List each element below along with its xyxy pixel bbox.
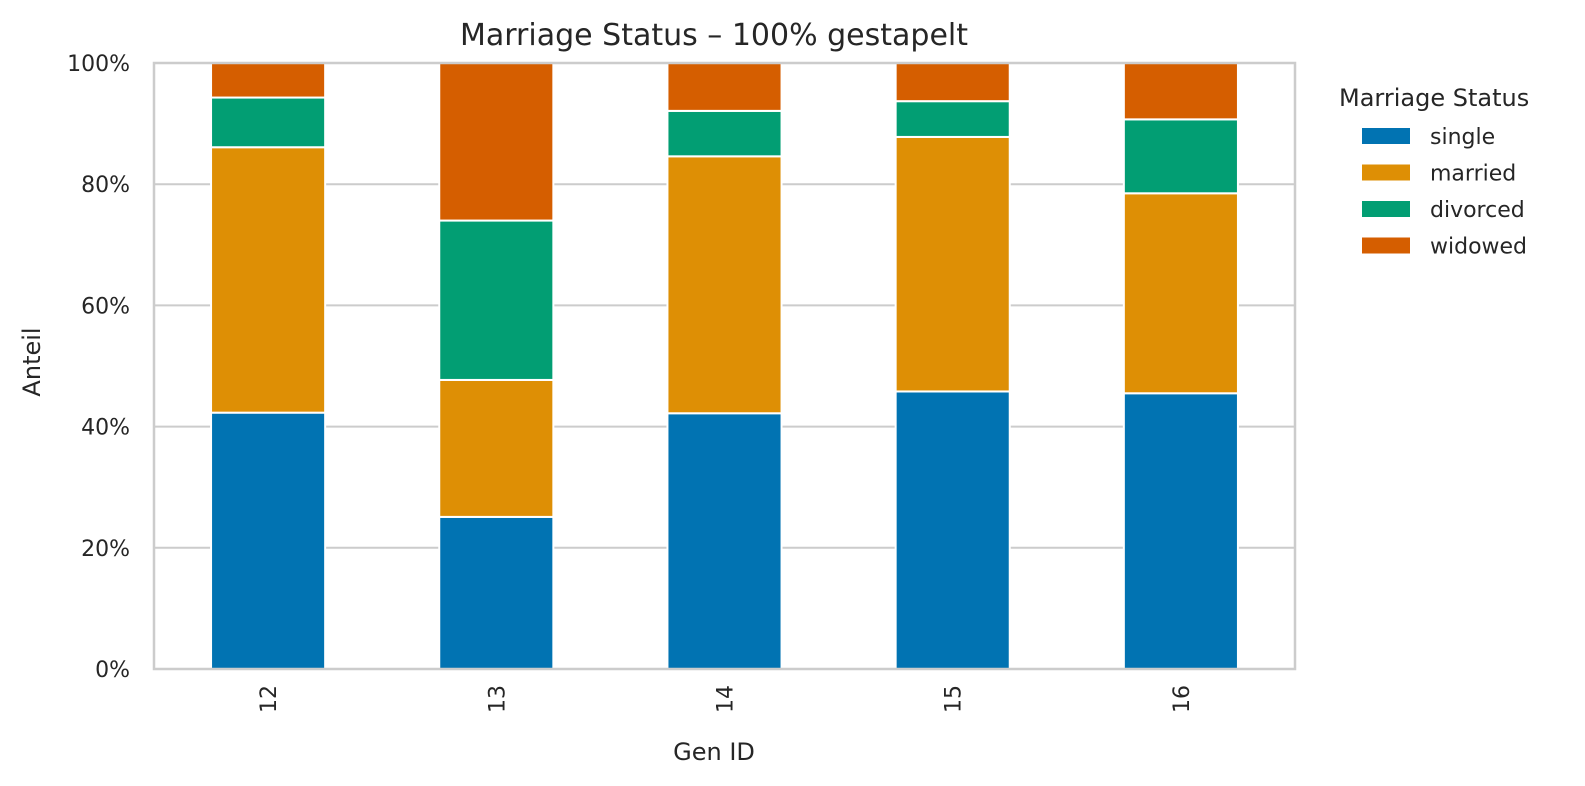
bar-single-15 [894, 390, 1011, 670]
bar-married-12 [210, 146, 327, 414]
legend-label-married: married [1430, 162, 1516, 187]
legend: Marriage Status single married divorced wid… [1339, 84, 1529, 260]
y-tick-label: 0% [95, 658, 130, 683]
bar-single-12 [210, 411, 327, 670]
legend-swatch-single [1362, 128, 1410, 144]
bar-married-13 [438, 378, 555, 518]
y-tick-label: 20% [81, 537, 130, 562]
bar-married-14 [666, 155, 783, 415]
bar-widowed-13 [438, 62, 555, 222]
y-tick-label: 100% [67, 52, 130, 77]
bar-widowed-15 [894, 62, 1011, 103]
bar-divorced-15 [894, 100, 1011, 138]
bar-married-16 [1122, 192, 1239, 395]
legend-swatch-widowed [1362, 237, 1410, 254]
y-tick-label: 40% [81, 416, 130, 441]
bar-divorced-12 [210, 96, 327, 149]
bar-widowed-14 [666, 62, 783, 112]
x-tick-label: 12 [257, 685, 282, 713]
bar-divorced-13 [438, 219, 555, 381]
legend-label-widowed: widowed [1430, 235, 1527, 260]
bar-married-15 [894, 135, 1011, 393]
legend-swatch-divorced [1362, 201, 1410, 217]
y-tick-label: 60% [81, 294, 130, 319]
legend-swatch-married [1362, 164, 1410, 181]
bar-single-13 [438, 515, 555, 670]
x-tick-label: 13 [485, 685, 510, 713]
bars [210, 62, 1239, 670]
bar-divorced-14 [666, 109, 783, 158]
bar-divorced-16 [1122, 118, 1239, 195]
legend-label-divorced: divorced [1430, 198, 1525, 223]
x-tick-label: 14 [714, 685, 739, 713]
chart-title: Marriage Status – 100% gestapelt [460, 18, 968, 53]
x-axis-ticks: 12 13 14 15 16 [257, 685, 1195, 713]
plot-frame [152, 61, 1297, 671]
x-axis-label: Gen ID [673, 738, 755, 766]
legend-label-single: single [1430, 125, 1495, 150]
y-axis-label: Anteil [18, 327, 46, 396]
y-tick-label: 80% [81, 173, 130, 198]
y-axis-ticks: 0% 20% 40% 60% 80% 100% [67, 52, 130, 683]
bar-single-14 [666, 412, 783, 670]
bar-single-16 [1122, 392, 1239, 670]
bar-widowed-16 [1122, 62, 1239, 121]
x-tick-label: 16 [1170, 685, 1195, 713]
x-tick-label: 15 [942, 685, 967, 713]
bar-widowed-12 [210, 62, 327, 99]
legend-title: Marriage Status [1339, 84, 1529, 112]
